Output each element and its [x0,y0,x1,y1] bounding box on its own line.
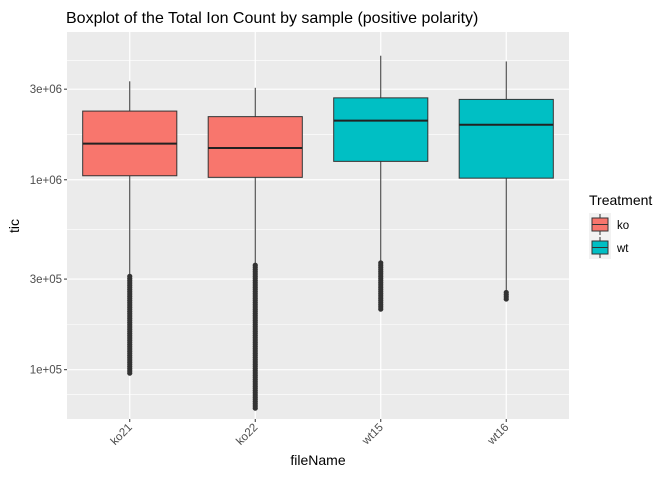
outlier-point [378,306,384,312]
box-body [207,116,303,178]
box-wt15 [333,55,429,312]
x-tick-label: wt15 [359,422,385,448]
boxes-layer [82,55,554,411]
outlier-point [503,296,509,302]
y-tick-label: 1e+05 [30,365,62,377]
box-body [333,97,429,162]
y-axis: 1e+05 3e+05 1e+06 3e+06 [30,84,67,377]
outlier-point [252,405,258,411]
x-axis: ko21 ko22 wt15 wt16 [109,419,511,448]
box-wt16 [458,61,554,302]
plot-panel [67,32,569,419]
legend-entry-ko: ko [589,213,629,236]
y-tick-label: 3e+06 [30,84,62,96]
legend: Treatment ko wt [589,192,652,259]
box-ko21 [82,81,178,376]
chart-title: Boxplot of the Total Ion Count by sample… [66,10,478,27]
outlier-point [127,370,133,376]
box-body [458,98,554,179]
legend-entry-wt: wt [589,236,629,259]
y-tick-label: 3e+05 [30,274,62,286]
x-tick-label: ko21 [109,422,135,448]
x-axis-title: fileName [290,452,345,468]
x-tick-label: ko22 [234,422,260,448]
x-tick-label: wt16 [485,422,511,448]
legend-title: Treatment [589,192,652,208]
box-ko22 [207,87,303,411]
legend-label: ko [617,220,629,232]
y-axis-title: tic [6,219,22,233]
legend-label: wt [616,243,629,255]
y-tick-label: 1e+06 [30,175,62,187]
